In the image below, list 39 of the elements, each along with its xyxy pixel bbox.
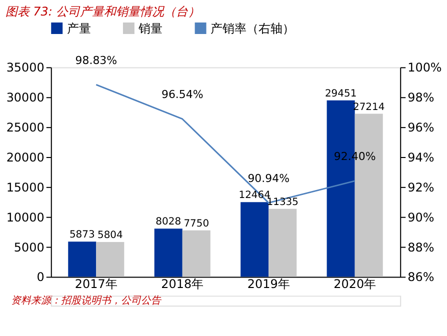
y-tick-label: 0 xyxy=(36,270,44,284)
y-tick-label: 30000 xyxy=(6,90,44,105)
bar xyxy=(154,228,182,277)
data-label: 5804 xyxy=(97,230,123,241)
y2-tick-label: 98% xyxy=(408,90,434,105)
y2-tick-label: 100% xyxy=(408,60,442,75)
data-label: 29451 xyxy=(324,88,357,100)
y2-tick-label: 92% xyxy=(408,180,434,194)
x-tick-label: 2019年 xyxy=(247,277,290,292)
y-tick-label: 25000 xyxy=(6,120,44,135)
y2-tick-label: 94% xyxy=(408,150,434,164)
bar xyxy=(68,242,96,277)
y-tick-label: 20000 xyxy=(6,150,44,164)
y-tick-label: 5000 xyxy=(14,240,44,254)
y-tick-label: 35000 xyxy=(6,60,44,75)
y2-tick-label: 86% xyxy=(408,270,434,284)
y-tick-label: 10000 xyxy=(6,210,44,224)
data-label: 8028 xyxy=(156,216,182,228)
chart-title: 图表 73: 公司产量和销量情况（台） xyxy=(5,4,200,18)
x-tick-label: 2017年 xyxy=(74,277,118,292)
bar xyxy=(182,230,210,277)
y2-tick-label: 88% xyxy=(408,240,434,254)
bar xyxy=(268,208,297,277)
y2-tick-label: 96% xyxy=(408,120,434,135)
bar xyxy=(240,202,269,277)
bar xyxy=(96,242,124,277)
legend-label: 产量 xyxy=(66,21,91,36)
data-label: 90.94% xyxy=(248,172,290,185)
x-tick-label: 2018年 xyxy=(161,277,204,292)
data-label: 96.54% xyxy=(161,88,204,102)
data-label: 7750 xyxy=(184,218,210,230)
text: 资料来源：招股说明书，公司公告 xyxy=(10,294,162,307)
legend-label: 产销率（右轴） xyxy=(210,21,295,36)
x-tick-label: 2020年 xyxy=(334,277,376,292)
y-tick-label: 15000 xyxy=(6,180,44,194)
y2-tick-label: 90% xyxy=(408,210,434,224)
legend-label: 销量 xyxy=(138,21,163,36)
data-label: 5873 xyxy=(69,230,95,241)
data-label: 98.83% xyxy=(75,54,118,67)
